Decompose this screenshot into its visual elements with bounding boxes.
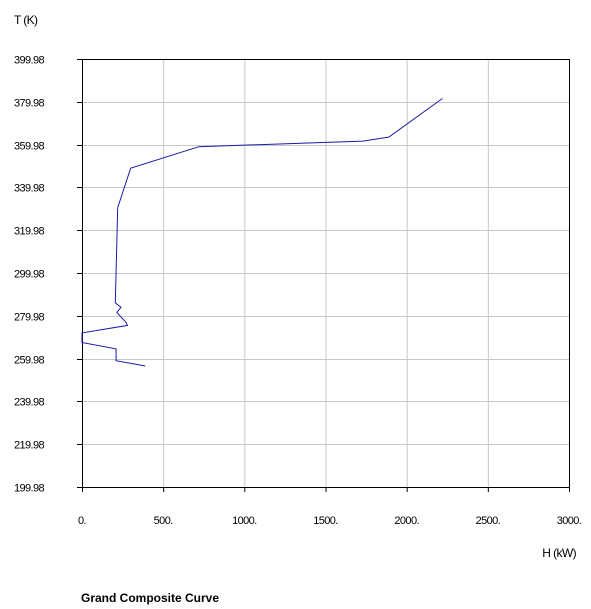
- x-tick-label: 3000.: [557, 515, 582, 527]
- x-tick-label: 2500.: [476, 515, 501, 527]
- y-tick-label: 319.98: [14, 226, 45, 238]
- tick-labels: 0. 500. 1000. 1500. 2000. 2500. 3000. 199.98 219…: [14, 55, 582, 528]
- y-tick-label: 399.98: [14, 55, 45, 67]
- x-tick-label: 0.: [78, 515, 87, 527]
- y-tick-label: 219.98: [14, 440, 45, 452]
- y-tick-label: 259.98: [14, 355, 45, 367]
- y-tick-label: 279.98: [14, 312, 45, 324]
- x-tick-label: 500.: [154, 515, 174, 527]
- series-line: [81, 98, 443, 367]
- x-tick-label: 1000.: [232, 515, 257, 527]
- y-tick-label: 239.98: [14, 397, 45, 409]
- x-tick-label: 1500.: [313, 515, 338, 527]
- tick-marks: [77, 59, 570, 492]
- y-tick-label: 299.98: [14, 269, 45, 281]
- y-tick-label: 379.98: [14, 98, 45, 110]
- chart-title: Grand Composite Curve: [81, 591, 220, 605]
- y-axis-title: T (K): [14, 13, 38, 27]
- y-tick-label: 339.98: [14, 183, 45, 195]
- y-tick-label: 199.98: [14, 483, 45, 495]
- grid: [82, 59, 569, 487]
- x-axis-title: H (kW): [542, 546, 576, 560]
- y-tick-label: 359.98: [14, 141, 45, 153]
- x-tick-label: 2000.: [394, 515, 419, 527]
